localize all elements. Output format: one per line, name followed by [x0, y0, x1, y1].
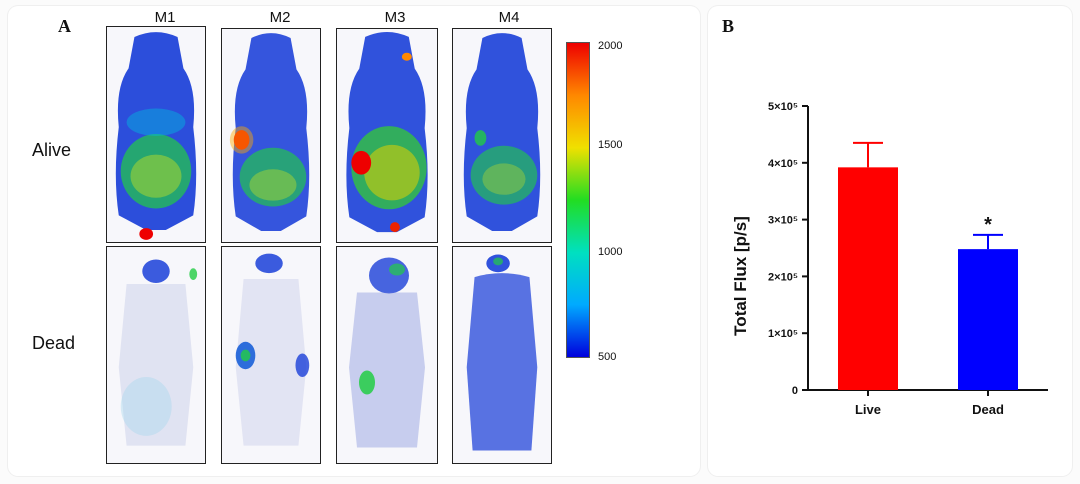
- panel-a: A M1 M2 M3 M4 Alive Dead: [8, 6, 700, 476]
- column-label-m2: M2: [269, 9, 291, 26]
- y-tick-label-0: 0: [792, 385, 798, 397]
- scan-alive-m4: [452, 28, 552, 243]
- scan-dead-m1: [106, 246, 206, 464]
- scan-dead-m4: [452, 246, 552, 464]
- colorbar-gradient: [566, 42, 590, 358]
- colorbar: [566, 42, 590, 358]
- scan-alive-m2: [221, 28, 321, 243]
- colorbar-tick-500: 500: [598, 351, 617, 363]
- y-tick-label-2: 2×10⁵: [768, 271, 798, 283]
- colorbar-tick-1000: 1000: [598, 246, 623, 258]
- significance-marker: *: [984, 214, 992, 236]
- x-tick-label-dead: Dead: [972, 402, 1004, 417]
- bar-live: [838, 167, 898, 390]
- panel-b-letter: B: [722, 16, 735, 36]
- scan-alive-m1: [106, 26, 206, 243]
- panel-a-letter: A: [58, 16, 71, 36]
- column-label-m1: M1: [154, 9, 176, 26]
- x-tick-label-live: Live: [855, 402, 881, 417]
- colorbar-tick-2000: 2000: [598, 40, 623, 52]
- scan-dead-m2: [221, 246, 321, 464]
- y-tick-label-1: 1×10⁵: [768, 328, 798, 340]
- column-label-m4: M4: [498, 9, 520, 26]
- bar-dead: [958, 249, 1018, 390]
- y-tick-label-4: 4×10⁵: [768, 158, 798, 170]
- colorbar-tick-1500: 1500: [598, 139, 623, 151]
- y-tick-label-3: 3×10⁵: [768, 215, 798, 227]
- scan-alive-m3: [336, 28, 438, 243]
- y-tick-label-5: 5×10⁵: [768, 101, 798, 113]
- bar-chart: 0 1×10⁵ 2×10⁵ 3×10⁵ 4×10⁵ 5×10⁵ Live Dead * Tota…: [731, 101, 1048, 417]
- row-label-dead: Dead: [32, 333, 76, 353]
- row-label-alive: Alive: [32, 140, 72, 160]
- scan-dead-m3: [336, 246, 438, 464]
- panel-b: B 0 1×10⁵ 2×10⁵ 3×10⁵ 4×10⁵ 5×10⁵ Live Dead * To…: [708, 6, 1072, 476]
- y-axis-label: Total Flux [p/s]: [731, 216, 750, 336]
- column-label-m3: M3: [384, 9, 406, 26]
